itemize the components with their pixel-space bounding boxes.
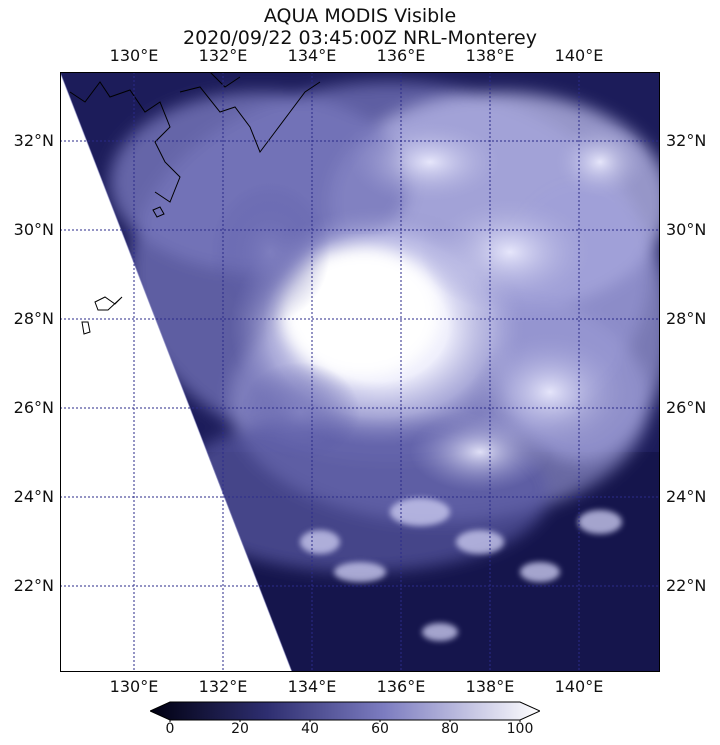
colorbar-tick-20: 20	[231, 721, 249, 737]
lon-label-bottom-134: 134°E	[287, 677, 337, 696]
lat-label-right-28: 28°N	[666, 309, 707, 328]
colorbar-tick-60: 60	[371, 721, 389, 737]
lon-label-top-132: 132°E	[198, 46, 248, 65]
lon-label-top-130: 130°E	[109, 46, 159, 65]
lat-label-left-24: 24°N	[13, 487, 54, 506]
lon-label-top-134: 134°E	[287, 46, 337, 65]
colorbar-tick-100: 100	[506, 721, 534, 737]
lat-label-left-32: 32°N	[13, 131, 54, 150]
lon-label-bottom-132: 132°E	[198, 677, 248, 696]
lon-label-top-140: 140°E	[554, 46, 604, 65]
lat-label-left-28: 28°N	[13, 309, 54, 328]
lon-label-bottom-138: 138°E	[465, 677, 515, 696]
lon-label-top-138: 138°E	[465, 46, 515, 65]
title-line-2: 2020/09/22 03:45:00Z NRL-Monterey	[183, 27, 537, 49]
lon-label-bottom-136: 136°E	[376, 677, 426, 696]
colorbar	[150, 701, 540, 722]
lon-label-bottom-130: 130°E	[109, 677, 159, 696]
colorbar-tick-0: 0	[165, 721, 175, 737]
lon-label-top-136: 136°E	[376, 46, 426, 65]
colorbar-tick-80: 80	[441, 721, 459, 737]
lat-label-right-30: 30°N	[666, 220, 707, 239]
lat-label-left-22: 22°N	[13, 576, 54, 595]
lat-label-left-30: 30°N	[13, 220, 54, 239]
lat-label-right-26: 26°N	[666, 398, 707, 417]
lat-label-right-32: 32°N	[666, 131, 707, 150]
lat-label-right-22: 22°N	[666, 576, 707, 595]
satellite-image-map	[60, 72, 660, 672]
lat-label-left-26: 26°N	[13, 398, 54, 417]
title-line-1: AQUA MODIS Visible	[263, 5, 457, 27]
lon-label-bottom-140: 140°E	[554, 677, 604, 696]
colorbar-tick-40: 40	[301, 721, 319, 737]
lat-label-right-24: 24°N	[666, 487, 707, 506]
